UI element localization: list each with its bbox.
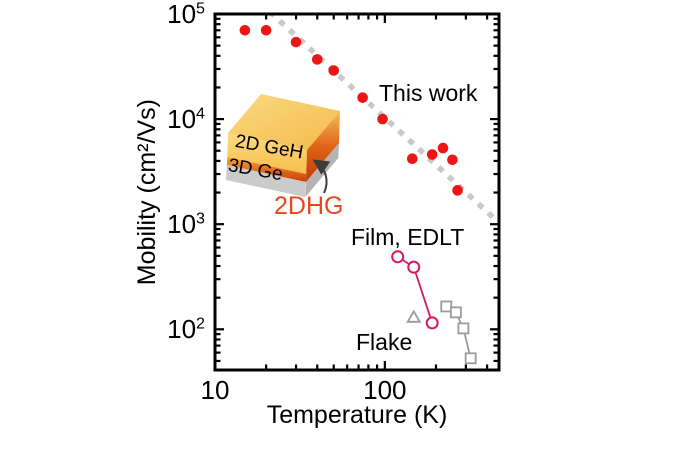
data-point-flake-triangle — [406, 309, 422, 323]
data-point-flake-squares — [464, 352, 477, 365]
inset-slab-top-face — [228, 94, 340, 150]
inset-slab-front-interface-layer — [226, 157, 307, 182]
annotation-2dhg: 2DHG — [274, 192, 344, 220]
x-tick-label: 10 — [200, 375, 230, 405]
x-tick-label: 100 — [363, 375, 407, 405]
data-point-this-work — [426, 149, 438, 160]
data-point-this-work — [290, 36, 302, 48]
data-point-this-work — [406, 153, 418, 164]
data-point-this-work — [260, 24, 272, 36]
data-point-this-work — [239, 24, 251, 36]
data-point-this-work — [328, 65, 340, 76]
data-point-this-work — [377, 113, 388, 125]
inset-slab-front-geh-layer — [227, 133, 307, 174]
y-tick-label: 103 — [167, 209, 205, 240]
data-point-flake-squares — [449, 306, 462, 319]
data-point-this-work — [452, 185, 463, 196]
data-point-film-edlt — [425, 316, 439, 330]
data-point-film-edlt — [407, 260, 421, 274]
data-point-this-work — [437, 142, 449, 154]
data-point-film-edlt — [391, 250, 405, 264]
data-point-flake-squares — [457, 322, 470, 335]
data-point-this-work — [311, 54, 323, 65]
2dhg-arrow — [312, 159, 331, 194]
data-point-flake-squares — [440, 300, 453, 313]
annotation-this-work: This work — [379, 80, 478, 106]
x-axis-title: Temperature (K) — [266, 401, 448, 429]
data-point-this-work — [357, 92, 368, 103]
y-tick-label: 105 — [167, 0, 205, 29]
data-point-this-work — [447, 154, 458, 166]
y-tick-label: 102 — [167, 314, 205, 345]
y-tick-label: 104 — [167, 104, 205, 135]
annotation-film-edlt: Film, EDLT — [351, 224, 465, 250]
annotation-flake: Flake — [356, 329, 413, 355]
inset-slab-front-ge-layer — [226, 165, 306, 197]
